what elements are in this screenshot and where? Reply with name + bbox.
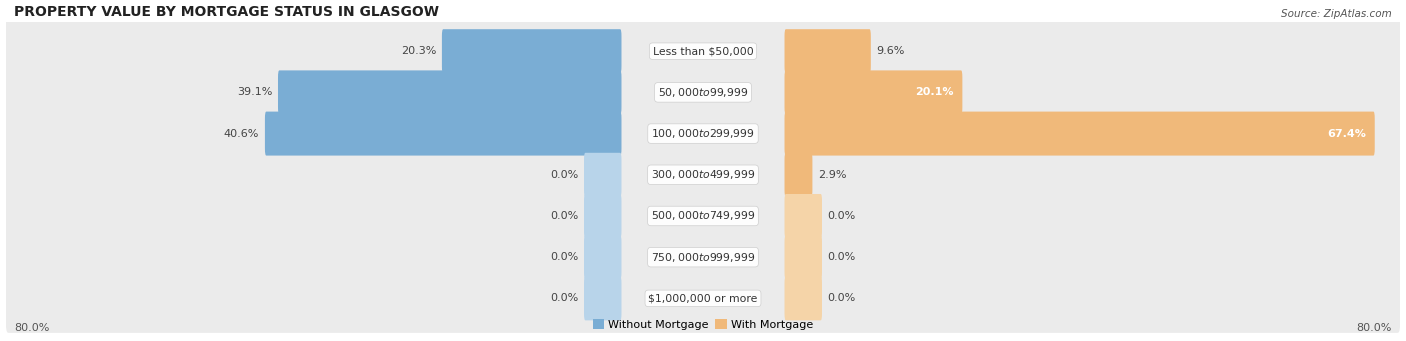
Legend: Without Mortgage, With Mortgage: Without Mortgage, With Mortgage: [593, 320, 813, 330]
FancyBboxPatch shape: [278, 70, 621, 114]
FancyBboxPatch shape: [6, 140, 1400, 209]
Text: 0.0%: 0.0%: [550, 252, 578, 262]
FancyBboxPatch shape: [6, 264, 1400, 333]
FancyBboxPatch shape: [785, 29, 870, 73]
FancyBboxPatch shape: [6, 223, 1400, 292]
FancyBboxPatch shape: [785, 153, 813, 197]
Text: $100,000 to $299,999: $100,000 to $299,999: [651, 127, 755, 140]
Text: 20.3%: 20.3%: [401, 46, 436, 56]
Text: 39.1%: 39.1%: [238, 87, 273, 98]
FancyBboxPatch shape: [583, 235, 621, 279]
Text: 0.0%: 0.0%: [828, 211, 856, 221]
Text: $1,000,000 or more: $1,000,000 or more: [648, 293, 758, 303]
Text: 67.4%: 67.4%: [1327, 129, 1367, 138]
Text: 80.0%: 80.0%: [14, 323, 49, 333]
Text: 0.0%: 0.0%: [828, 293, 856, 303]
Text: Less than $50,000: Less than $50,000: [652, 46, 754, 56]
FancyBboxPatch shape: [785, 194, 823, 238]
FancyBboxPatch shape: [6, 99, 1400, 168]
FancyBboxPatch shape: [583, 277, 621, 320]
FancyBboxPatch shape: [6, 58, 1400, 127]
Text: $300,000 to $499,999: $300,000 to $499,999: [651, 168, 755, 181]
Text: 0.0%: 0.0%: [550, 211, 578, 221]
Text: $500,000 to $749,999: $500,000 to $749,999: [651, 209, 755, 222]
FancyBboxPatch shape: [441, 29, 621, 73]
Text: $750,000 to $999,999: $750,000 to $999,999: [651, 251, 755, 264]
Text: PROPERTY VALUE BY MORTGAGE STATUS IN GLASGOW: PROPERTY VALUE BY MORTGAGE STATUS IN GLA…: [14, 5, 439, 19]
Text: 80.0%: 80.0%: [1357, 323, 1392, 333]
FancyBboxPatch shape: [785, 277, 823, 320]
Text: 2.9%: 2.9%: [818, 170, 846, 180]
FancyBboxPatch shape: [6, 181, 1400, 250]
FancyBboxPatch shape: [785, 235, 823, 279]
Text: 9.6%: 9.6%: [876, 46, 905, 56]
FancyBboxPatch shape: [583, 194, 621, 238]
Text: 0.0%: 0.0%: [828, 252, 856, 262]
Text: 0.0%: 0.0%: [550, 170, 578, 180]
FancyBboxPatch shape: [264, 112, 621, 155]
FancyBboxPatch shape: [583, 153, 621, 197]
Text: 40.6%: 40.6%: [224, 129, 259, 138]
Text: 20.1%: 20.1%: [915, 87, 955, 98]
Text: $50,000 to $99,999: $50,000 to $99,999: [658, 86, 748, 99]
Text: Source: ZipAtlas.com: Source: ZipAtlas.com: [1281, 9, 1392, 19]
FancyBboxPatch shape: [785, 70, 962, 114]
FancyBboxPatch shape: [785, 112, 1375, 155]
Text: 0.0%: 0.0%: [550, 293, 578, 303]
FancyBboxPatch shape: [6, 17, 1400, 86]
